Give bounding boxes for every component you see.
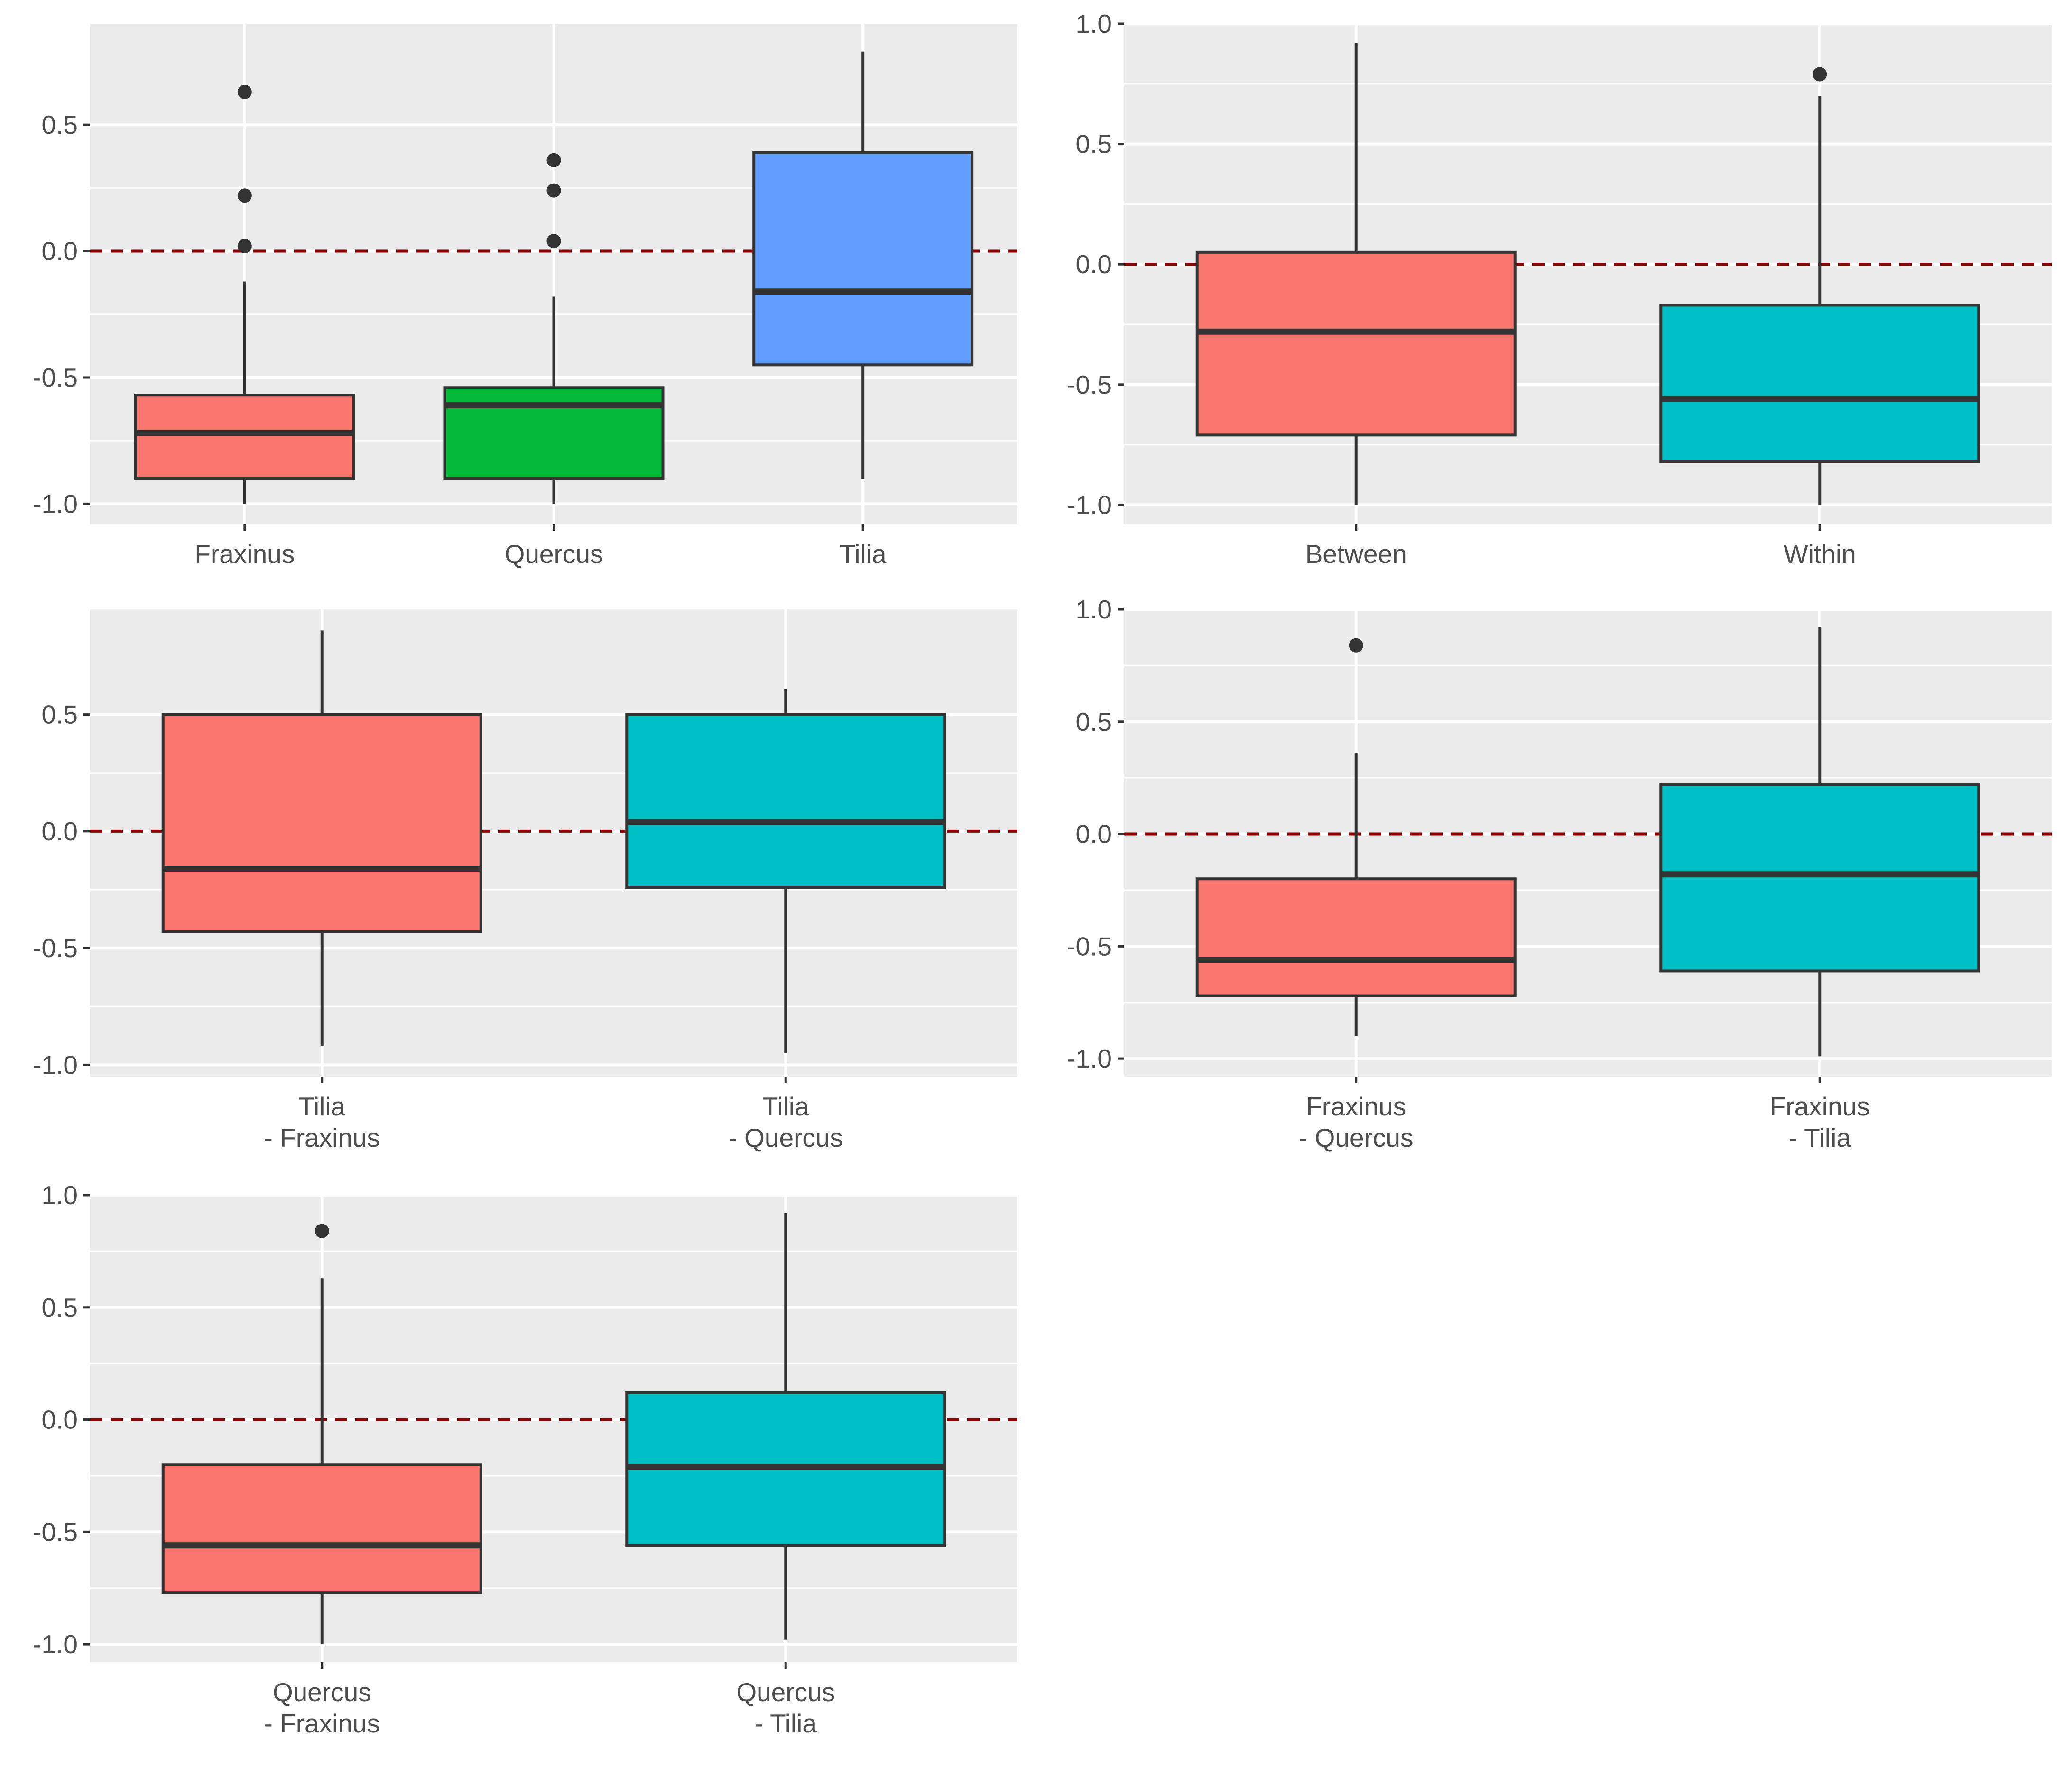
box-iqr [1659,304,1980,463]
x-tick-label: Tilia [840,539,887,569]
box-iqr [1195,250,1517,437]
x-tick-label: - Tilia [1789,1123,1851,1152]
y-tick-label: 0.0 [1076,249,1112,279]
y-tick-label: -0.5 [1067,370,1112,399]
y-tick-label: 1.0 [1076,9,1112,38]
box-iqr [443,386,665,480]
box-iqr [625,713,946,889]
outlier-point [237,84,252,99]
box-iqr [161,713,482,933]
y-tick-label: -1.0 [1067,490,1112,519]
x-tick-label: Fraxinus [1306,1092,1406,1121]
chart-panel-2: -1.0 -0.5 0.0 0.5 1.0 Between Within [1067,9,2052,569]
chart-panel-1: -1.0 -0.5 0.0 0.5 Fraxinus Quercus Tilia [33,24,1018,569]
y-tick-label: -0.5 [33,933,78,963]
outlier-point [314,1224,329,1238]
y-tick-label: -0.5 [1067,931,1112,961]
y-tick-label: 0.5 [42,110,78,139]
x-tick-label: - Tilia [755,1709,817,1738]
x-tick-label: Within [1784,539,1856,569]
y-tick-label: 0.0 [42,237,78,266]
x-tick-label: Quercus [273,1677,371,1707]
y-tick-label: -1.0 [33,1630,78,1659]
box-iqr [1195,877,1517,997]
x-tick-label: Between [1305,539,1407,569]
y-tick-label: 1.0 [42,1180,78,1210]
x-tick-label: Fraxinus [1770,1092,1870,1121]
x-tick-label: Tilia [762,1092,809,1121]
x-tick-label: Quercus [505,539,603,569]
x-tick-label: - Quercus [729,1123,843,1152]
x-tick-label: - Fraxinus [264,1123,380,1152]
x-tick-label: Tilia [298,1092,345,1121]
y-tick-label: 0.5 [42,1293,78,1322]
y-tick-label: -1.0 [1067,1044,1112,1073]
y-tick-label: -1.0 [33,489,78,518]
y-tick-label: 0.0 [1076,820,1112,849]
outlier-point [546,183,561,198]
outlier-point [1349,638,1363,653]
y-tick-label: -1.0 [33,1050,78,1079]
outlier-point [1813,67,1827,82]
y-tick-label: 0.5 [1076,707,1112,737]
y-tick-label: 0.5 [42,700,78,729]
x-tick-label: Quercus [736,1677,835,1707]
box-iqr [1659,783,1980,973]
y-tick-label: -0.5 [33,363,78,392]
box-iqr [752,151,974,367]
x-tick-label: Fraxinus [194,539,295,569]
y-tick-label: -0.5 [33,1517,78,1547]
y-tick-label: 0.5 [1076,129,1112,159]
y-tick-label: 1.0 [1076,595,1112,624]
x-tick-label: - Quercus [1299,1123,1413,1152]
box-iqr [161,1463,482,1594]
x-tick-label: - Fraxinus [264,1709,380,1738]
y-tick-label: 0.0 [42,817,78,846]
y-tick-label: 0.0 [42,1405,78,1435]
box-iqr [134,394,355,480]
outlier-point [237,188,252,203]
outlier-point [546,153,561,167]
outlier-point [546,234,561,249]
outlier-point [237,239,252,253]
